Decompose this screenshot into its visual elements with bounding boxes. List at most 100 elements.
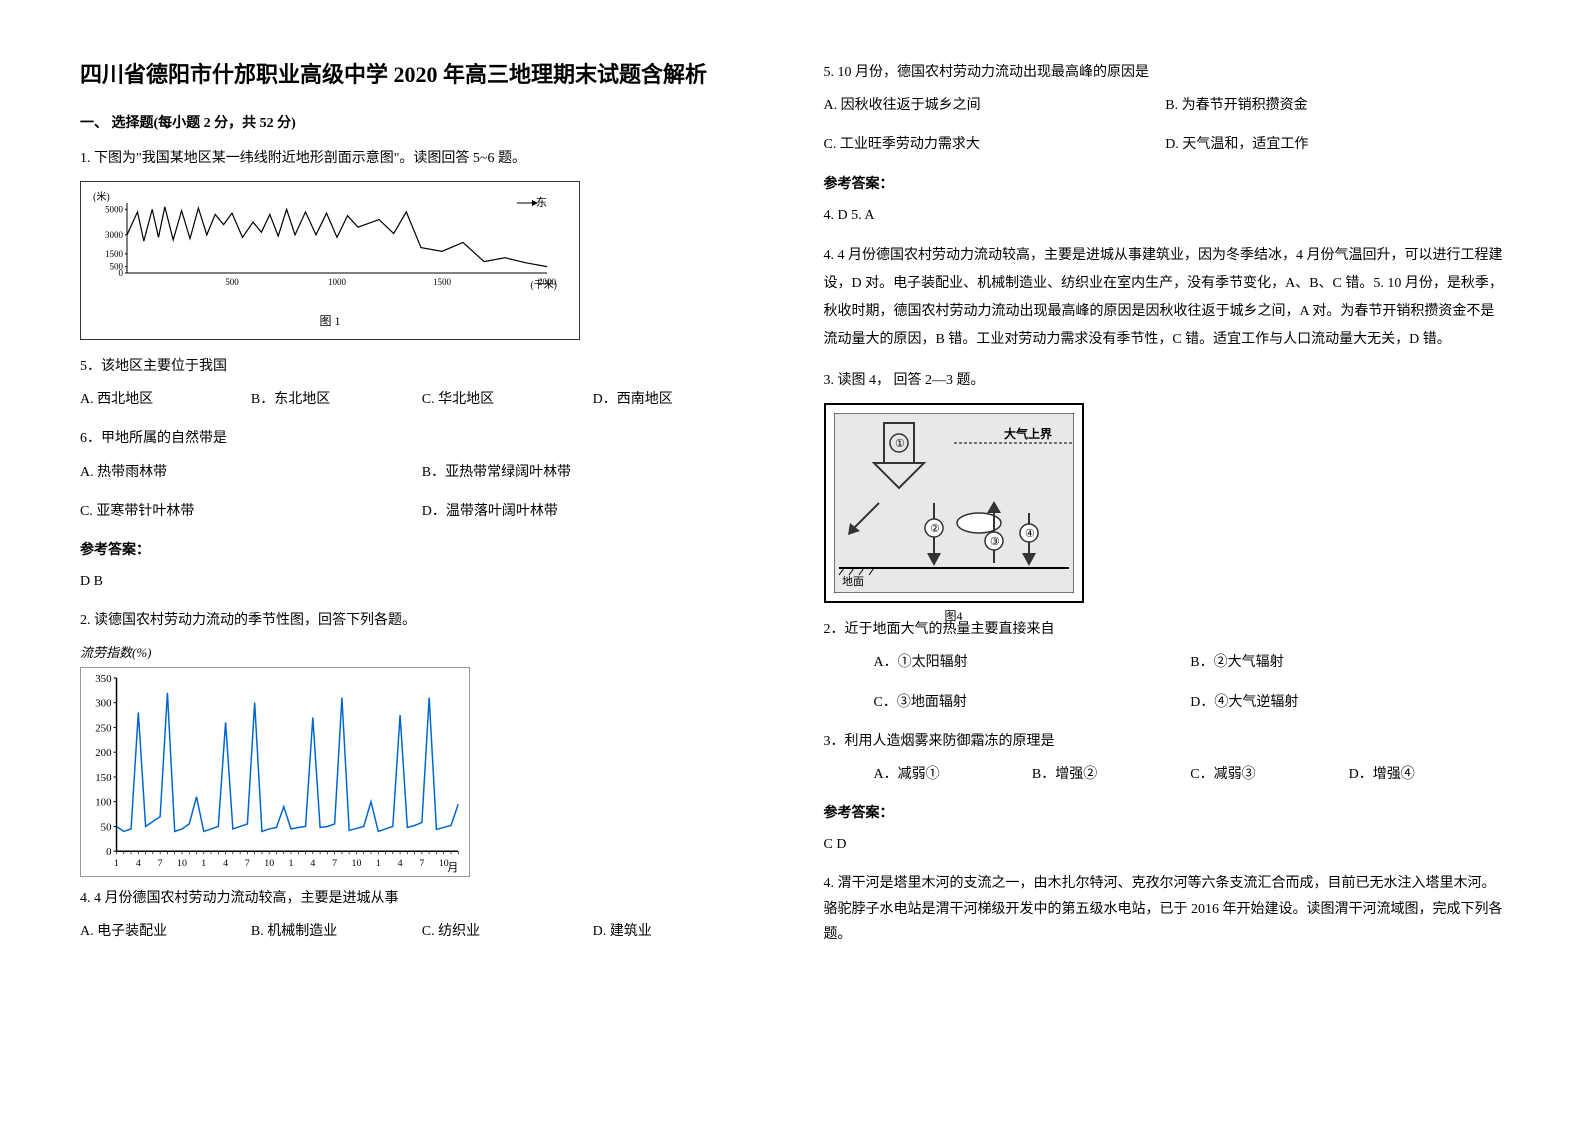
svg-text:350: 350 [95, 673, 112, 685]
svg-text:大气上界: 大气上界 [1004, 426, 1052, 441]
svg-text:1: 1 [289, 858, 294, 869]
q3-answer-label: 参考答案： [824, 801, 1508, 826]
svg-text:1: 1 [201, 858, 206, 869]
svg-text:7: 7 [245, 858, 250, 869]
svg-text:4: 4 [310, 858, 315, 869]
q2-sub5-options-2: C. 工业旺季劳动力需求大 D. 天气温和，适宜工作 [824, 132, 1508, 157]
svg-text:1: 1 [114, 858, 119, 869]
svg-text:0: 0 [119, 268, 124, 278]
svg-text:300: 300 [95, 697, 112, 709]
atm-diagram: 大气上界 ① 地面 ② [824, 403, 1084, 603]
document-title: 四川省德阳市什邡职业高级中学 2020 年高三地理期末试题含解析 [80, 60, 764, 91]
q1-stem: 1. 下图为"我国某地区某一纬线附近地形剖面示意图"。读图回答 5~6 题。 [80, 146, 764, 171]
q3-sub3-options: A．减弱① B．增强② C．减弱③ D．增强④ [824, 762, 1508, 787]
q1-sub6-c: C. 亚寒带针叶林带 [80, 499, 422, 524]
q4-stem: 4. 渭干河是塔里木河的支流之一，由木扎尔特河、克孜尔河等六条支流汇合而成，目前… [824, 871, 1508, 947]
q3-sub3-a: A．减弱① [874, 762, 1032, 787]
svg-text:月: 月 [447, 862, 458, 874]
terrain-chart-svg: 5000300015005000 500100015002000 东 (米) (… [87, 188, 567, 298]
q1-sub5-d: D．西南地区 [593, 387, 764, 412]
svg-text:1500: 1500 [105, 249, 124, 259]
svg-text:地面: 地面 [842, 575, 864, 588]
page: 四川省德阳市什邡职业高级中学 2020 年高三地理期末试题含解析 一、 选择题(… [80, 60, 1507, 958]
q1-sub5: 5．该地区主要位于我国 [80, 354, 764, 379]
seasonal-chart-title: 流劳指数(%) [80, 641, 764, 664]
svg-text:10: 10 [264, 858, 274, 869]
q3-sub3-b: B．增强② [1032, 762, 1190, 787]
svg-text:150: 150 [95, 772, 112, 784]
seasonal-figure: 流劳指数(%) 0 50 100 150 200 250 300 350 1 4 7 10 1 4 7 10… [80, 641, 764, 886]
q3-sub2-options-2: C．③地面辐射 D．④大气逆辐射 [824, 690, 1508, 715]
q3-sub2-c: C．③地面辐射 [874, 690, 1191, 715]
q2-explanation: 4. 4 月份德国农村劳动力流动较高，主要是进城从事建筑业，因为冬季结冰，4 月… [824, 242, 1508, 354]
q2-sub5-c: C. 工业旺季劳动力需求大 [824, 132, 1166, 157]
svg-text:10: 10 [177, 858, 187, 869]
svg-text:50: 50 [101, 821, 112, 833]
svg-text:(米): (米) [93, 190, 110, 203]
svg-text:1000: 1000 [328, 277, 347, 287]
q3-sub3-d: D．增强④ [1349, 762, 1507, 787]
q3-sub2-b: B．②大气辐射 [1190, 650, 1507, 675]
svg-text:5000: 5000 [105, 205, 124, 215]
q2-sub4-d: D. 建筑业 [593, 919, 764, 944]
q2-answer-label: 参考答案： [824, 172, 1508, 197]
svg-text:东: 东 [536, 196, 547, 209]
svg-text:③: ③ [990, 536, 1000, 548]
svg-text:7: 7 [158, 858, 163, 869]
svg-text:④: ④ [1025, 528, 1035, 540]
q1-sub5-c: C. 华北地区 [422, 387, 593, 412]
svg-text:(千米): (千米) [530, 278, 557, 291]
svg-text:200: 200 [95, 747, 112, 759]
seasonal-chart-svg: 0 50 100 150 200 250 300 350 1 4 7 10 1 4 7 10 1 4 7 10 1 4 7… [80, 667, 470, 877]
q1-answer-label: 参考答案： [80, 538, 764, 563]
q1-sub6: 6．甲地所属的自然带是 [80, 426, 764, 451]
terrain-figure-label: 图 1 [87, 311, 573, 333]
svg-text:4: 4 [223, 858, 228, 869]
svg-text:②: ② [930, 523, 940, 535]
svg-text:0: 0 [106, 846, 112, 858]
q3-sub2-a: A．①太阳辐射 [874, 650, 1191, 675]
q2-sub4-b: B. 机械制造业 [251, 919, 422, 944]
q2-sub5: 5. 10 月份，德国农村劳动力流动出现最高峰的原因是 [824, 60, 1508, 85]
section-1-header: 一、 选择题(每小题 2 分，共 52 分) [80, 111, 764, 136]
q1-sub6-options-2: C. 亚寒带针叶林带 D．温带落叶阔叶林带 [80, 499, 764, 524]
svg-text:250: 250 [95, 722, 112, 734]
q1-sub6-b: B．亚热带常绿阔叶林带 [422, 460, 764, 485]
svg-text:4: 4 [398, 858, 403, 869]
svg-text:3000: 3000 [105, 230, 124, 240]
svg-text:①: ① [895, 438, 905, 450]
q1-sub6-a: A. 热带雨林带 [80, 460, 422, 485]
svg-text:1: 1 [376, 858, 381, 869]
q3-sub2-d: D．④大气逆辐射 [1190, 690, 1507, 715]
q2-sub4-c: C. 纺织业 [422, 919, 593, 944]
q1-sub5-options: A. 西北地区 B．东北地区 C. 华北地区 D．西南地区 [80, 387, 764, 412]
q2-sub5-options-1: A. 因秋收往返于城乡之间 B. 为春节开销积攒资金 [824, 93, 1508, 118]
q3-answer: C D [824, 832, 1508, 857]
left-column: 四川省德阳市什邡职业高级中学 2020 年高三地理期末试题含解析 一、 选择题(… [80, 60, 764, 958]
q1-sub5-a: A. 西北地区 [80, 387, 251, 412]
q1-answer: D B [80, 569, 764, 594]
q3-sub2: 2．近于地面大气的热量主要直接来自 [824, 617, 1508, 642]
q2-sub4-a: A. 电子装配业 [80, 919, 251, 944]
svg-text:1500: 1500 [433, 277, 452, 287]
q3-sub2-options-1: A．①太阳辐射 B．②大气辐射 [824, 650, 1508, 675]
atm-diagram-svg: 大气上界 ① 地面 ② [834, 413, 1074, 593]
q3-sub3-c: C．减弱③ [1190, 762, 1348, 787]
q2-answer: 4. D 5. A [824, 203, 1508, 228]
q1-sub5-b: B．东北地区 [251, 387, 422, 412]
svg-text:7: 7 [332, 858, 337, 869]
svg-text:500: 500 [225, 277, 239, 287]
svg-text:4: 4 [136, 858, 141, 869]
svg-text:7: 7 [419, 858, 424, 869]
q2-sub5-a: A. 因秋收往返于城乡之间 [824, 93, 1166, 118]
q1-sub6-options-1: A. 热带雨林带 B．亚热带常绿阔叶林带 [80, 460, 764, 485]
svg-text:100: 100 [95, 797, 112, 809]
terrain-figure: 5000300015005000 500100015002000 东 (米) (… [80, 181, 580, 340]
q1-sub6-d: D．温带落叶阔叶林带 [422, 499, 764, 524]
q2-sub4: 4. 4 月份德国农村劳动力流动较高，主要是进城从事 [80, 886, 764, 911]
q2-sub4-options: A. 电子装配业 B. 机械制造业 C. 纺织业 D. 建筑业 [80, 919, 764, 944]
q2-sub5-d: D. 天气温和，适宜工作 [1165, 132, 1507, 157]
svg-text:10: 10 [352, 858, 362, 869]
right-column: 5. 10 月份，德国农村劳动力流动出现最高峰的原因是 A. 因秋收往返于城乡之… [824, 60, 1508, 958]
q2-stem: 2. 读德国农村劳动力流动的季节性图，回答下列各题。 [80, 608, 764, 633]
